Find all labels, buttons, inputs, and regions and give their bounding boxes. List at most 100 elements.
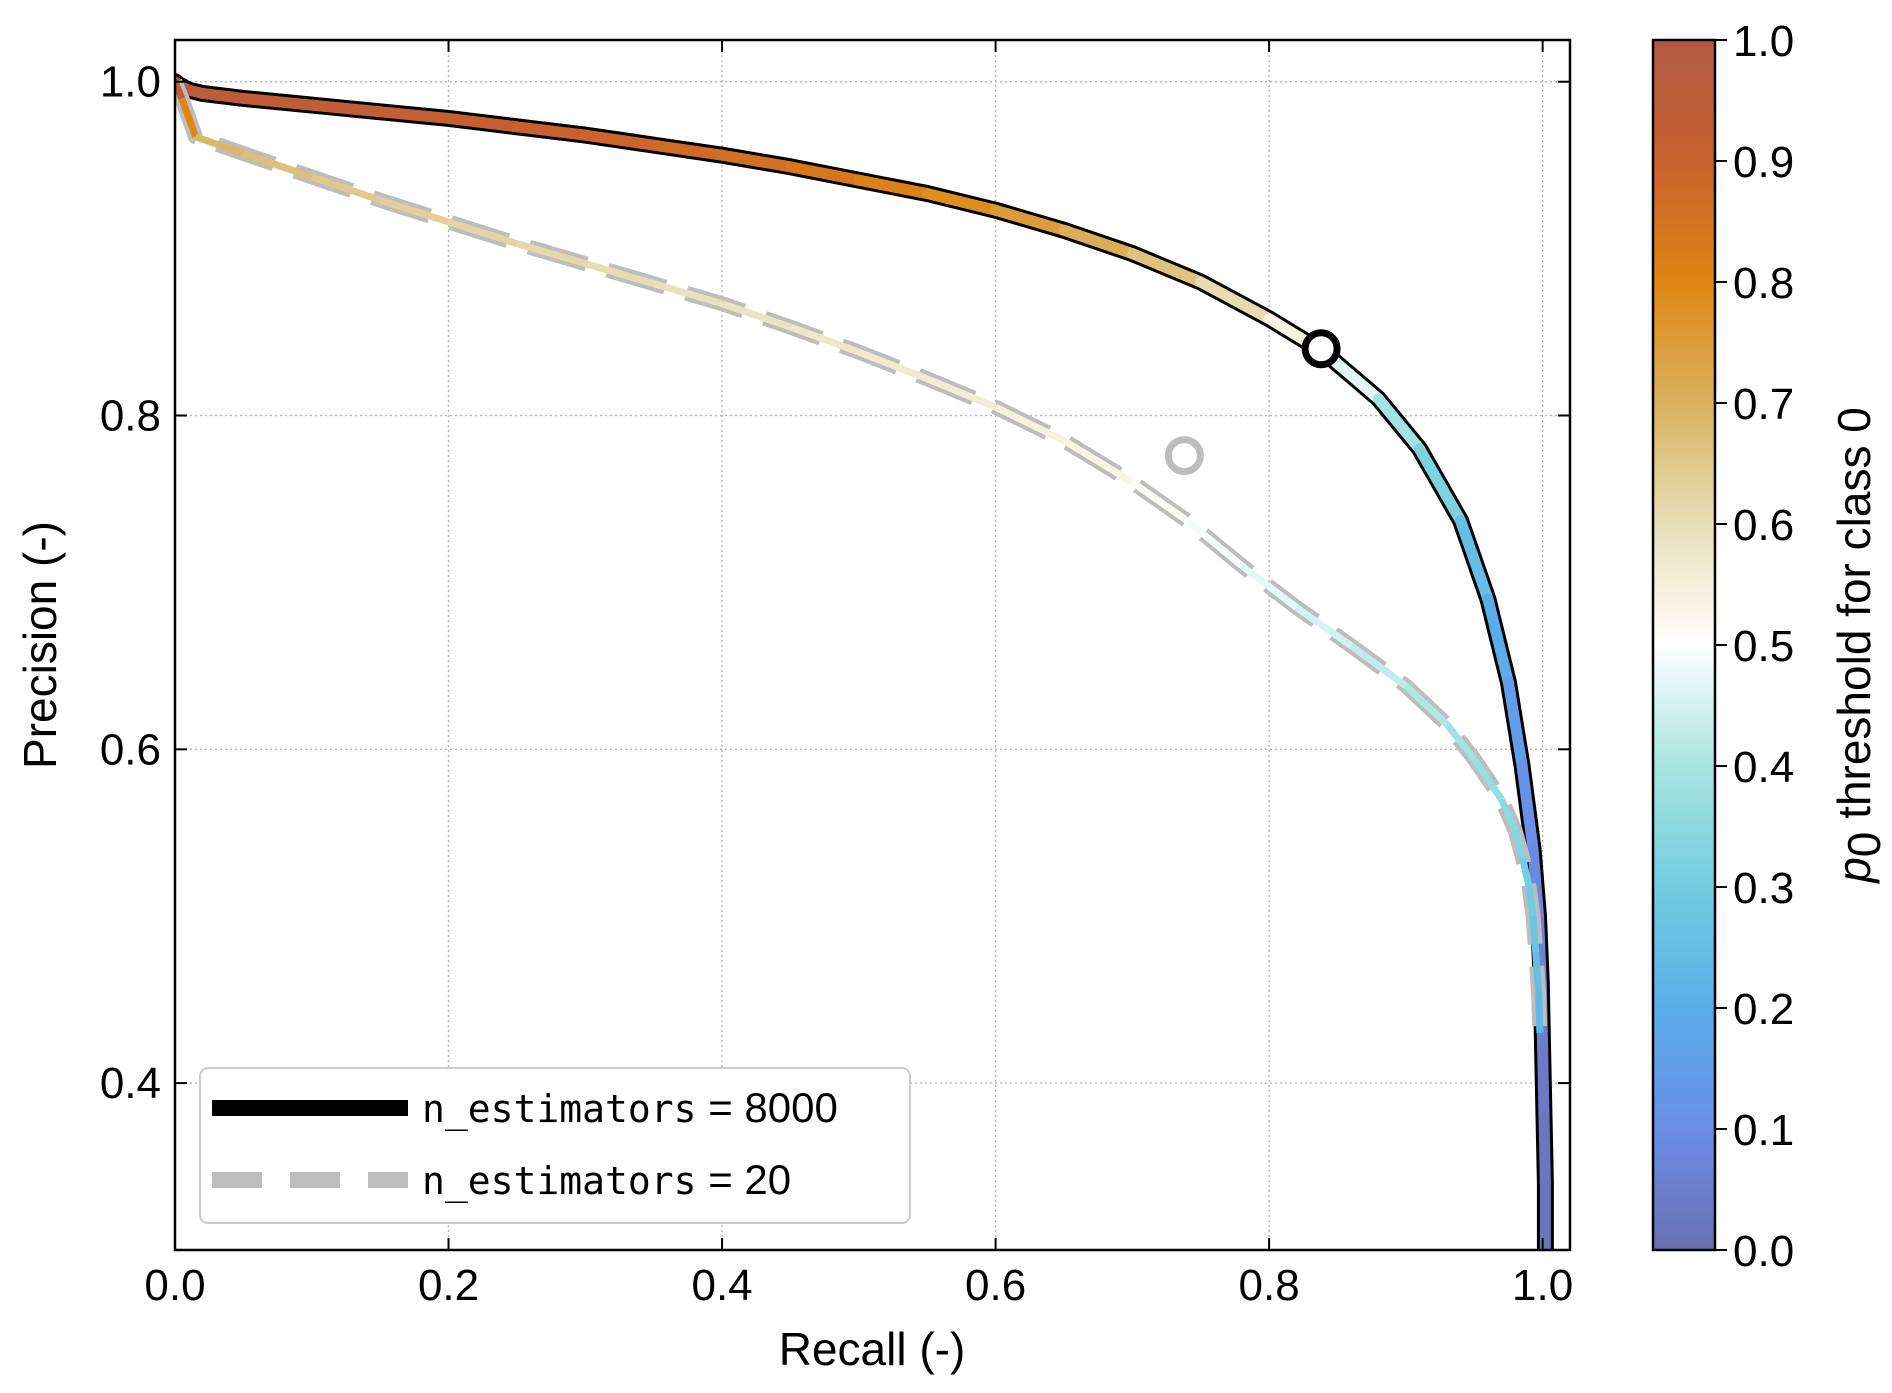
y-tick-label: 1.0 [100,58,161,107]
y-tick-label: 0.8 [100,392,161,441]
series-segment [784,161,865,186]
x-tick-label: 0.6 [965,1261,1026,1310]
legend-entry-8000-param: n_estimators [422,1087,697,1132]
series-segment [1537,1044,1550,1122]
series-n-estimators-20 [175,78,1548,1034]
operating-point-marker [1301,329,1341,369]
series-segment [921,188,1002,216]
legend-entry-8000: n_estimators = 8000 [422,1084,838,1132]
plot-frame [173,38,1572,1252]
series-segment [1532,952,1543,992]
series-segment [447,218,518,247]
series-segment [1184,517,1244,569]
series-segment [1535,991,1544,1034]
series-segment [720,300,792,331]
x-tick-label: 0.0 [144,1261,205,1310]
series-segment [1373,393,1426,455]
series-segment [1482,593,1514,689]
legend-entry-20-param: n_estimators [422,1159,697,1204]
x-tick-label: 0.4 [691,1261,752,1310]
series-segment [237,92,318,111]
series-segment [1130,479,1190,524]
series-segment [1502,677,1528,772]
series-segment [306,99,386,118]
colorbar-tick-label: 0.3 [1733,864,1794,913]
series-segment [652,280,724,308]
x-ticks: 0.0 0.2 0.4 0.6 0.8 1.0 [144,40,1573,1310]
series-segment [1195,276,1275,325]
series-segment [1239,562,1299,611]
colorbar-tick-label: 0.9 [1733,138,1794,187]
colorbar-tick-label: 1.0 [1733,17,1794,66]
series-segment [1058,224,1138,260]
legend-entry-20: n_estimators = 20 [422,1156,791,1204]
series-segment [853,174,933,200]
series-segment [994,404,1066,444]
series-segment [194,133,245,157]
series-layer [175,73,1554,1250]
operating-point-marker [1164,436,1204,476]
colorbar-tick-label: 0.8 [1733,259,1794,308]
y-ticks: 0.4 0.6 0.8 1.0 [100,58,1570,1108]
series-segment [242,150,313,181]
series-segment [579,129,660,151]
series-segment [1511,830,1526,858]
series-segment [1538,1110,1551,1189]
series-segment [925,375,997,411]
series-segment [789,323,861,356]
series-segment [648,139,728,161]
series-segment [1403,683,1450,727]
series-segment [857,348,929,383]
colorbar-label-p: p [1828,857,1880,885]
legend-entry-20-value: = 20 [697,1156,792,1203]
y-tick-label: 0.4 [100,1059,161,1108]
series-segment [310,173,382,204]
colorbar-gradient [1651,38,1717,1252]
series-segment [1455,515,1494,605]
series-outline [175,78,1548,1034]
series-segment [374,106,455,124]
series-segment [515,240,587,268]
series-segment [196,87,249,104]
legend: n_estimators = 8000 n_estimators = 20 [199,1067,911,1224]
colorbar-ticks: 0.0 0.1 0.2 0.3 0.4 0.5 0.6 0.7 0.8 0.9 1.0 [1715,17,1794,1276]
y-axis-label: Precision (-) [14,521,66,769]
series-segment [990,204,1070,236]
series-segment [1294,604,1354,649]
colorbar-tick-label: 0.1 [1733,1106,1794,1155]
marker-layer [1164,329,1341,476]
colorbar-tick-label: 0.2 [1733,985,1794,1034]
series-segment [178,97,199,138]
colorbar-tick-label: 0.4 [1733,743,1794,792]
x-tick-label: 0.8 [1239,1261,1300,1310]
colorbar-tick-label: 0.0 [1733,1227,1794,1276]
series-segment [1444,722,1478,762]
colorbar-tick-label: 0.6 [1733,501,1794,550]
series-segment [1525,885,1537,917]
y-tick-label: 0.6 [100,725,161,774]
series-segment [1349,643,1408,689]
series-segment [584,260,655,288]
series-segment [1471,757,1505,802]
series-segment [511,121,591,141]
colorbar-label-text: threshold for class 0 [1828,407,1880,831]
series-segment [1126,248,1207,288]
colorbar-label-sub: 0 [1838,832,1890,858]
legend-entry-8000-value: = 8000 [697,1084,838,1131]
x-tick-label: 0.2 [418,1261,479,1310]
series-segment [1518,855,1533,887]
series-segment [1498,797,1519,833]
x-tick-label: 1.0 [1512,1261,1573,1310]
grid-lines [175,40,1570,1250]
colorbar: 0.0 0.1 0.2 0.3 0.4 0.5 0.6 0.7 0.8 0.9 1.0 p0 thr… [1651,17,1890,1276]
series-segment [1516,760,1539,855]
series-segment [1529,915,1540,954]
series-segment [716,149,796,173]
series-segment [1062,437,1135,486]
x-axis-label: Recall (-) [779,1323,966,1375]
colorbar-tick-label: 0.7 [1733,380,1794,429]
series-segment [443,112,523,133]
colorbar-label: p0 threshold for class 0 [1828,407,1890,885]
series-segment [379,196,450,226]
